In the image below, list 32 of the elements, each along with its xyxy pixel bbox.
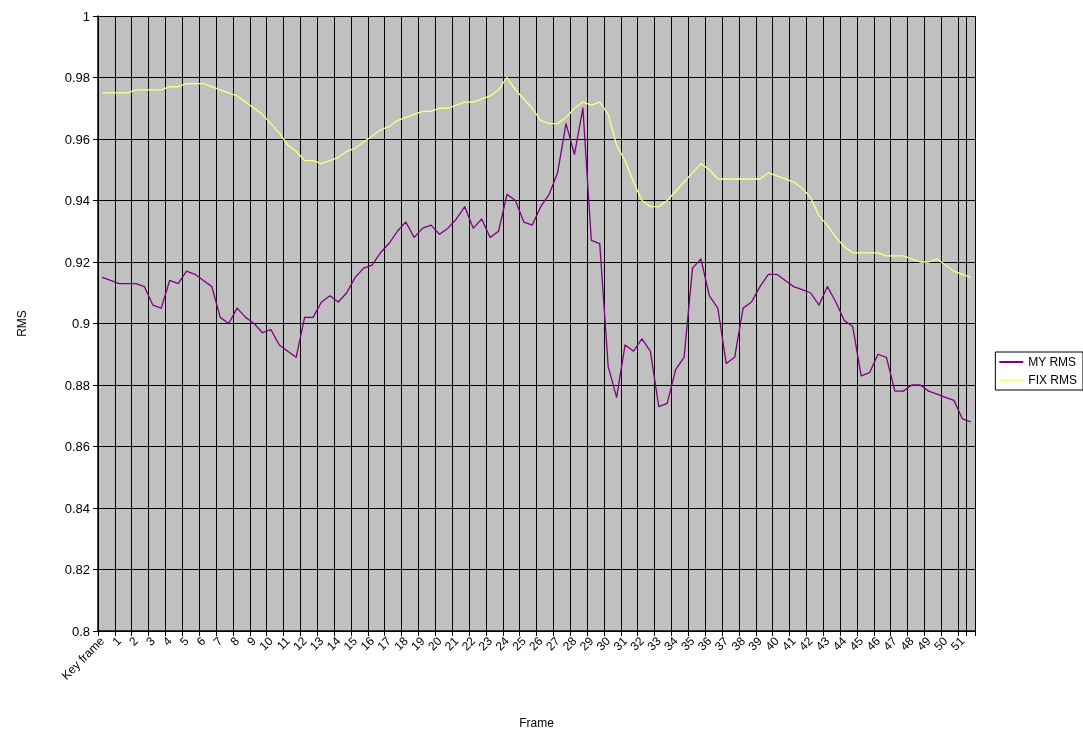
x-tick-label: 4 (160, 633, 175, 649)
y-tick-label: 0.9 (71, 316, 90, 331)
x-tick-label: 20 (425, 633, 445, 654)
x-tick-label: 27 (543, 633, 563, 654)
y-tick-label: 1 (82, 8, 90, 24)
y-tick-label: 0.94 (64, 193, 90, 208)
legend-label: FIX RMS (1028, 373, 1077, 387)
y-tick-label: 0.98 (64, 70, 90, 85)
x-tick-label: 3 (143, 633, 158, 649)
line-series (101, 107, 972, 423)
y-axis-title: RMS (15, 310, 29, 337)
x-tick-label: 34 (661, 633, 681, 654)
y-tick-label: 0.86 (64, 439, 90, 454)
legend-label: MY RMS (1028, 355, 1077, 369)
y-tick-label: 0.82 (64, 562, 90, 577)
x-tick-label: 12 (290, 633, 310, 654)
y-tick-label: 0.92 (64, 254, 90, 270)
x-axis-title: Frame (519, 716, 555, 730)
y-tick-label: 0.8 (71, 623, 90, 639)
x-tick-label: 42 (796, 633, 816, 654)
x-tick-label: 49 (914, 633, 934, 654)
x-tick-label: 8 (227, 633, 243, 649)
x-tick-label: 6 (193, 633, 209, 649)
x-tick-label: 5 (176, 633, 192, 649)
x-tick-label: 2 (126, 633, 142, 649)
y-tick-label: 0.88 (64, 377, 90, 393)
line-series (101, 76, 972, 279)
y-tick-label: 0.84 (64, 500, 90, 516)
x-tick-label: 7 (210, 633, 226, 649)
x-tick-label: 1 (109, 633, 125, 649)
x-tick-label: 19 (408, 633, 428, 654)
y-tick-label: 0.96 (64, 131, 90, 147)
